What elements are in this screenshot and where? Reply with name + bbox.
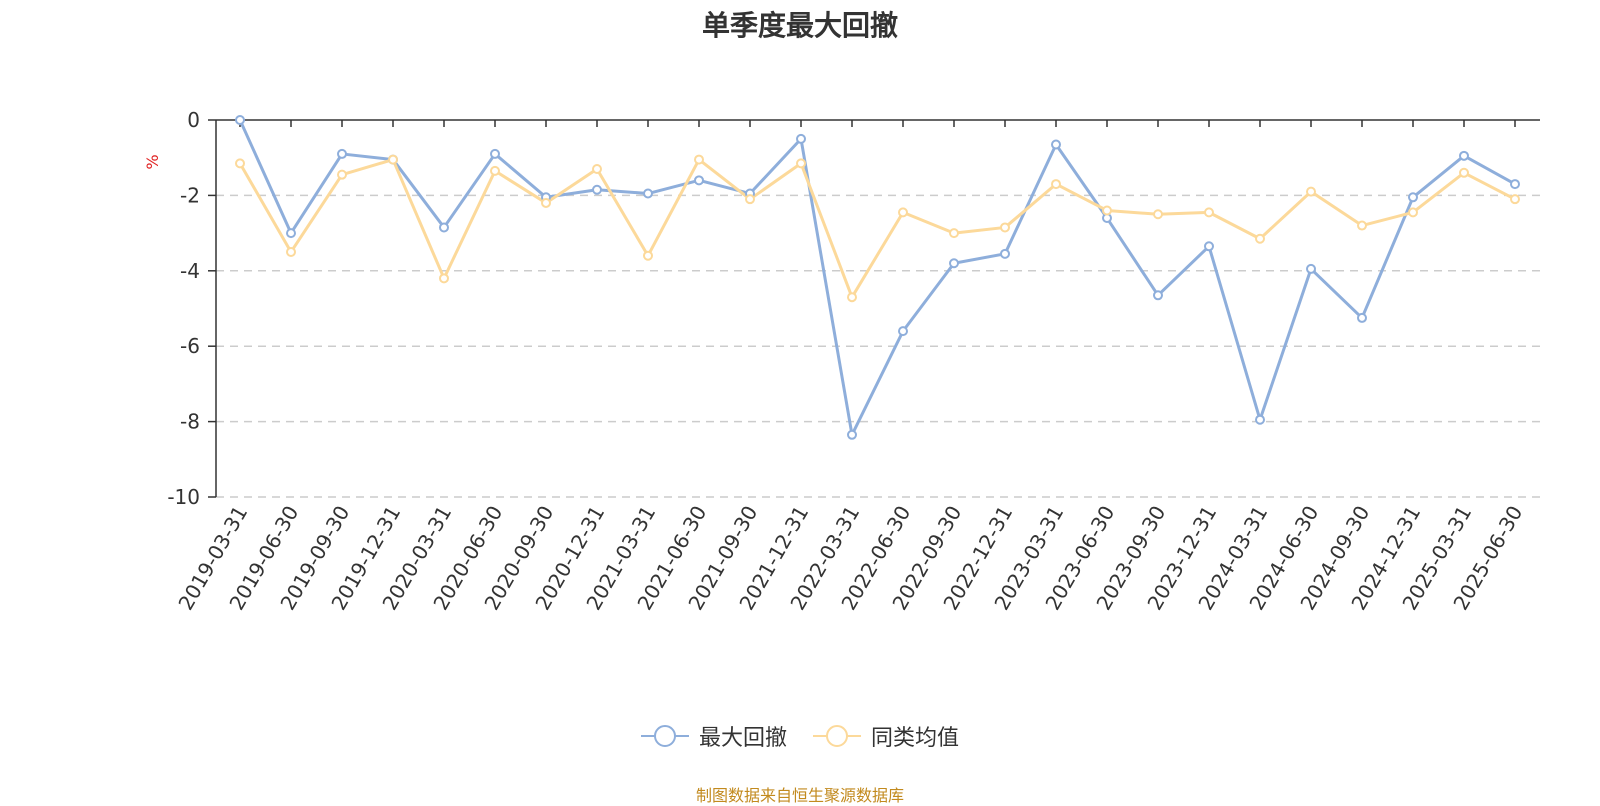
- y-tick-label: -6: [180, 334, 200, 358]
- data-point-1[interactable]: [592, 164, 602, 175]
- data-point-1[interactable]: [490, 165, 500, 176]
- y-axis-label: %: [143, 154, 162, 169]
- y-tick-label: -4: [180, 259, 200, 283]
- legend: 最大回撤 同类均值: [0, 720, 1600, 752]
- data-point-0[interactable]: [847, 429, 857, 440]
- data-point-0[interactable]: [1153, 290, 1163, 301]
- data-point-0[interactable]: [694, 175, 704, 186]
- data-point-1[interactable]: [388, 154, 398, 165]
- data-point-1[interactable]: [1510, 194, 1520, 205]
- series-line-1: [238, 158, 1516, 299]
- data-point-1[interactable]: [1306, 186, 1316, 197]
- legend-symbol: [813, 725, 861, 747]
- source-note: 制图数据来自恒生聚源数据库: [695, 786, 904, 805]
- data-point-1[interactable]: [1204, 207, 1214, 218]
- data-point-1[interactable]: [439, 273, 449, 284]
- data-point-0[interactable]: [1510, 179, 1520, 190]
- data-point-0[interactable]: [1459, 150, 1469, 161]
- y-tick-label: -8: [180, 410, 200, 434]
- data-point-1[interactable]: [949, 228, 959, 239]
- data-point-0[interactable]: [1204, 241, 1214, 252]
- data-point-1[interactable]: [1051, 179, 1061, 190]
- legend-item-0[interactable]: 最大回撤: [640, 720, 787, 752]
- legend-symbol: [640, 725, 689, 747]
- data-point-0[interactable]: [898, 326, 908, 337]
- legend-item-1[interactable]: 同类均值: [813, 720, 959, 752]
- data-point-1[interactable]: [1408, 207, 1418, 218]
- data-point-0[interactable]: [235, 115, 245, 125]
- data-point-0[interactable]: [490, 148, 500, 159]
- axis-layer: 0-2-4-6-8-10%2019-03-312019-06-302019-09…: [143, 108, 1540, 614]
- data-point-1[interactable]: [235, 158, 245, 169]
- data-point-1[interactable]: [1255, 233, 1265, 244]
- data-point-0[interactable]: [949, 258, 959, 269]
- data-point-1[interactable]: [1459, 167, 1469, 178]
- data-point-1[interactable]: [796, 158, 806, 169]
- data-point-0[interactable]: [439, 222, 449, 233]
- data-point-0[interactable]: [337, 148, 347, 159]
- data-point-1[interactable]: [337, 169, 347, 180]
- grid-layer: [216, 194, 1540, 498]
- data-point-1[interactable]: [286, 246, 296, 257]
- data-point-1[interactable]: [643, 250, 653, 261]
- data-point-0[interactable]: [1306, 263, 1316, 274]
- data-point-1[interactable]: [1102, 205, 1112, 216]
- data-point-0[interactable]: [1255, 414, 1265, 425]
- data-point-0[interactable]: [286, 228, 296, 239]
- y-tick-label: -10: [167, 485, 200, 509]
- series-layer: [235, 115, 1520, 440]
- data-point-0[interactable]: [1408, 192, 1418, 203]
- data-point-0[interactable]: [592, 184, 602, 195]
- data-point-1[interactable]: [541, 197, 551, 208]
- data-point-1[interactable]: [898, 207, 908, 218]
- series-line-0: [238, 119, 1516, 437]
- data-point-0[interactable]: [643, 188, 653, 199]
- legend-label: 最大回撤: [698, 726, 787, 751]
- data-point-1[interactable]: [694, 154, 704, 165]
- y-tick-label: -2: [180, 183, 200, 207]
- data-point-1[interactable]: [1357, 220, 1367, 231]
- legend-label: 同类均值: [871, 726, 960, 751]
- data-point-1[interactable]: [745, 194, 755, 205]
- y-tick-label: 0: [187, 108, 200, 132]
- chart-title: 单季度最大回撤: [701, 9, 898, 42]
- data-point-1[interactable]: [1000, 222, 1010, 233]
- data-point-1[interactable]: [847, 292, 857, 303]
- data-point-0[interactable]: [796, 133, 806, 144]
- data-point-1[interactable]: [1153, 209, 1163, 220]
- data-point-0[interactable]: [1000, 248, 1010, 259]
- data-point-0[interactable]: [1357, 312, 1367, 323]
- data-point-0[interactable]: [1051, 139, 1061, 150]
